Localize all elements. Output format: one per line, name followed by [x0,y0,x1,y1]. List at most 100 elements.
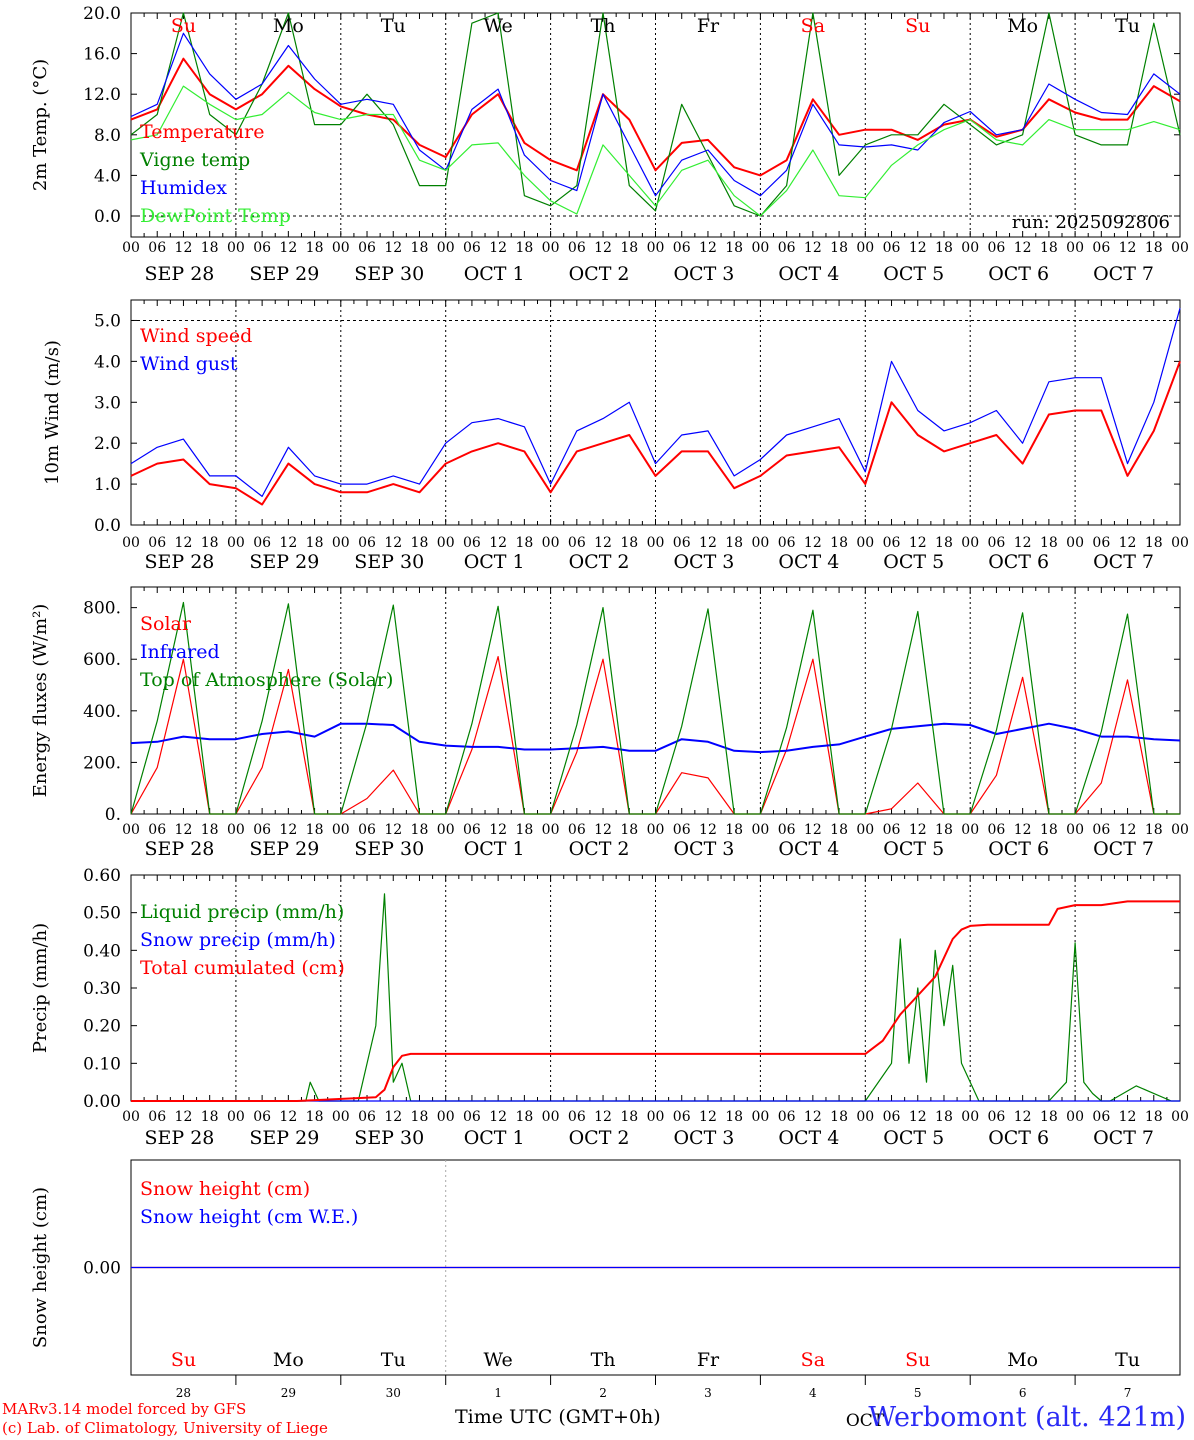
legend-entry: Infrared [140,641,220,663]
hour-tick-label: 00 [227,822,245,838]
date-label: SEP 28 [145,838,215,860]
hour-tick-label: 06 [148,535,166,551]
date-label: OCT 6 [988,551,1049,573]
hour-tick-label: 00 [542,535,560,551]
hour-tick-label: 06 [883,822,901,838]
hour-tick-label: 12 [489,535,507,551]
y-tick-label: 0.00 [83,1259,121,1279]
hour-tick-label: 06 [673,535,691,551]
hour-tick-label: 12 [489,1109,507,1125]
series-line-total-cumulated-cm- [131,900,1180,1102]
hour-tick-label: 00 [961,822,979,838]
date-label: OCT 7 [1093,263,1154,285]
series-line-wind-gust [130,308,1181,497]
hour-tick-label: 12 [909,535,927,551]
hour-tick-label: 06 [148,822,166,838]
hour-tick-label: 18 [1145,240,1163,256]
hour-tick-label: 00 [542,1109,560,1125]
series-line-dewpoint-temp [130,85,1181,217]
hour-tick-label: 18 [515,240,533,256]
hour-tick-label: 06 [778,535,796,551]
panel-snow: 0.00 Snow height (cm) Snow height (cm) Snow… [30,1159,1181,1376]
hour-tick-label: 12 [1119,535,1137,551]
weekday-label: Mo [1007,15,1038,37]
hour-tick-label: 18 [725,1109,743,1125]
y-tick-label: 5.0 [94,311,121,331]
hour-tick-label: 18 [935,240,953,256]
date-label: OCT 2 [569,551,630,573]
y-tick-label: 4.0 [94,166,121,186]
legend-entry: Wind speed [140,325,252,347]
weekday-label: Tu [1115,15,1140,37]
weekday-label-bottom: Sa [801,1349,825,1371]
hour-tick-label: 00 [1066,535,1084,551]
hour-tick-label: 00 [961,535,979,551]
weekday-label: Tu [381,15,406,37]
hour-tick-label: 12 [804,822,822,838]
hour-tick-label: 00 [227,535,245,551]
date-label: OCT 7 [1093,1127,1154,1149]
hour-tick-label: 18 [201,822,219,838]
hour-tick-label: 12 [1014,535,1032,551]
hour-tick-label: 06 [463,822,481,838]
legend-entry: DewPoint Temp [140,205,291,227]
hour-tick-label: 12 [1119,1109,1137,1125]
hour-tick-label: 12 [489,822,507,838]
lab-credit: (c) Lab. of Climatology, University of L… [2,1419,328,1437]
date-label: SEP 28 [145,1127,215,1149]
y-tick-label: 20.0 [83,4,121,24]
weekday-label: Sa [801,15,825,37]
hour-tick-label: 12 [1119,240,1137,256]
hour-tick-label: 00 [856,535,874,551]
hour-tick-label: 18 [620,240,638,256]
hour-tick-label: 12 [909,822,927,838]
hour-tick-label: 00 [647,1109,665,1125]
y-tick-label: 0.30 [83,979,121,999]
y-tick-label: 8.0 [94,126,121,146]
hour-tick-label: 00 [437,535,455,551]
hour-tick-label: 18 [620,1109,638,1125]
hour-tick-label: 12 [804,1109,822,1125]
hour-tick-label: 18 [515,535,533,551]
hour-tick-label: 06 [673,240,691,256]
hour-tick-label: 06 [568,822,586,838]
hour-tick-label: 06 [988,822,1006,838]
legend-entry: Wind gust [140,353,238,375]
date-label: OCT 6 [988,838,1049,860]
hour-tick-label: 18 [830,240,848,256]
y-axis-label: Energy fluxes (W/m²) [30,604,51,798]
day-number: 30 [386,1386,401,1400]
day-number: 4 [809,1386,817,1400]
hour-tick-label: 06 [778,1109,796,1125]
hour-tick-label: 18 [411,1109,429,1125]
hour-tick-label: 00 [542,822,560,838]
weekday-label-bottom: Mo [273,1349,304,1371]
hour-tick-label: 12 [175,535,193,551]
weekday-label-bottom: We [484,1349,513,1371]
hour-tick-label: 06 [358,1109,376,1125]
weekday-label: Th [591,15,616,37]
run-annotation: run: 2025092806 [1012,212,1170,233]
hour-tick-label: 18 [725,535,743,551]
hour-tick-label: 00 [332,240,350,256]
hour-tick-label: 06 [1092,822,1110,838]
hour-tick-label: 12 [1014,822,1032,838]
hour-tick-label: 00 [647,822,665,838]
hour-tick-label: 06 [568,1109,586,1125]
hour-tick-label: 12 [175,822,193,838]
day-number: 7 [1124,1386,1132,1400]
hour-tick-label: 12 [804,535,822,551]
hour-tick-label: 18 [1040,240,1058,256]
hour-tick-label: 06 [358,240,376,256]
hour-tick-label: 06 [673,822,691,838]
date-label: OCT 4 [778,1127,839,1149]
hour-tick-label: 00 [1066,822,1084,838]
hour-tick-label: 00 [437,1109,455,1125]
hour-tick-label: 06 [253,1109,271,1125]
hour-tick-label: 00 [542,240,560,256]
date-label: SEP 30 [354,263,424,285]
hour-tick-label: 18 [411,822,429,838]
hour-tick-label: 00 [1066,240,1084,256]
weekday-label-bottom: Th [591,1349,616,1371]
y-tick-label: 2.0 [94,434,121,454]
